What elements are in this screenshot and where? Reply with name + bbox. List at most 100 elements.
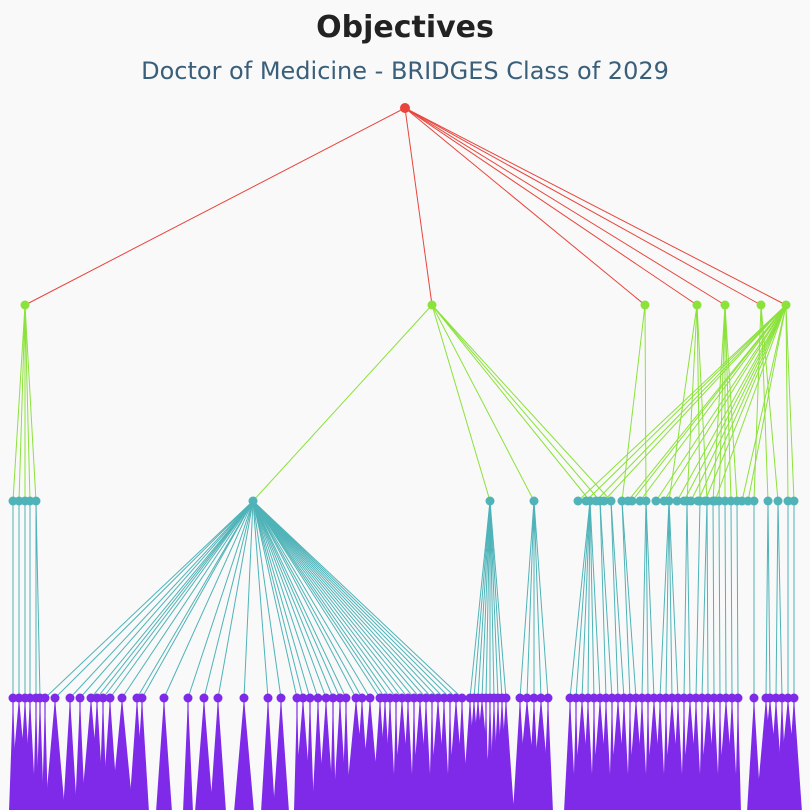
level3-objective-node[interactable] xyxy=(213,693,223,703)
edge-level2-to-level3 xyxy=(102,500,254,699)
level3-objective-node[interactable] xyxy=(305,693,315,703)
edge-level2-to-level3 xyxy=(252,500,304,699)
edge-level2-to-level3 xyxy=(477,500,491,699)
edge-level2-to-level3 xyxy=(589,500,601,699)
level3-objective-node[interactable] xyxy=(789,693,799,703)
edge-level2-to-level3 xyxy=(777,500,783,699)
level3-objective-node[interactable] xyxy=(98,693,108,703)
level3-objective-node[interactable] xyxy=(65,693,75,703)
level2-objective-node[interactable] xyxy=(773,496,783,506)
level2-objective-node[interactable] xyxy=(248,496,258,506)
edge-level2-to-level3 xyxy=(252,500,357,699)
level3-objective-node[interactable] xyxy=(515,693,525,703)
level2-objective-node[interactable] xyxy=(485,496,495,506)
level2-objective-node[interactable] xyxy=(581,496,591,506)
edge-level2-to-level3 xyxy=(252,500,327,699)
level2-objective-node[interactable] xyxy=(31,496,41,506)
level2-objective-node[interactable] xyxy=(737,496,747,506)
level3-objective-node[interactable] xyxy=(501,693,511,703)
level2-objective-node[interactable] xyxy=(529,496,539,506)
level3-objective-node[interactable] xyxy=(298,693,308,703)
edge-level1-to-level2 xyxy=(431,304,601,502)
level1-objective-node[interactable] xyxy=(720,300,730,310)
edge-root-to-level1 xyxy=(24,107,406,306)
level2-objective-node[interactable] xyxy=(599,496,609,506)
edge-level2-to-level3 xyxy=(252,500,341,699)
level2-objective-node[interactable] xyxy=(623,496,633,506)
edge-level2-to-level3 xyxy=(683,500,688,699)
level3-objective-node[interactable] xyxy=(75,693,85,703)
level1-objective-node[interactable] xyxy=(640,300,650,310)
edge-level1-to-level2 xyxy=(724,304,732,502)
edge-level1-to-level2 xyxy=(683,304,787,502)
level3-objective-node[interactable] xyxy=(733,693,743,703)
level3-objective-node[interactable] xyxy=(321,693,331,703)
edge-level2-to-level3 xyxy=(121,500,254,699)
edge-level2-to-level3 xyxy=(736,500,739,699)
level3-objective-node[interactable] xyxy=(536,693,546,703)
edge-level2-to-level3 xyxy=(473,500,491,699)
level2-objective-node[interactable] xyxy=(686,496,696,506)
level2-objective-node[interactable] xyxy=(591,496,601,506)
level3-objective-node[interactable] xyxy=(522,693,532,703)
edge-level2-to-level3 xyxy=(252,500,391,699)
level3-objective-node[interactable] xyxy=(117,693,127,703)
level1-objective-node[interactable] xyxy=(781,300,791,310)
edge-level2-to-level3 xyxy=(35,500,41,699)
level3-objective-node[interactable] xyxy=(313,693,323,703)
level3-objective-node[interactable] xyxy=(276,693,286,703)
edge-level2-to-level3 xyxy=(252,500,282,699)
edge-level1-to-level2 xyxy=(785,304,789,502)
level3-objective-node[interactable] xyxy=(457,693,467,703)
edge-level1-to-level2 xyxy=(24,304,31,502)
level2-objective-node[interactable] xyxy=(700,496,710,506)
level2-objective-node[interactable] xyxy=(659,496,669,506)
level2-objective-node[interactable] xyxy=(573,496,583,506)
level3-objective-node[interactable] xyxy=(749,693,759,703)
level3-objective-node[interactable] xyxy=(40,693,50,703)
level3-objective-node[interactable] xyxy=(159,693,169,703)
level3-objective-node[interactable] xyxy=(357,693,367,703)
level1-objective-node[interactable] xyxy=(692,300,702,310)
level2-objective-node[interactable] xyxy=(606,496,616,506)
level3-objective-node[interactable] xyxy=(50,693,60,703)
level3-objective-node[interactable] xyxy=(263,693,273,703)
edge-level1-to-level2 xyxy=(644,304,647,502)
edge-level1-to-level2 xyxy=(668,304,698,502)
level3-objective-node[interactable] xyxy=(341,693,351,703)
edge-level1-to-level2 xyxy=(747,304,787,502)
level3-objective-node[interactable] xyxy=(365,693,375,703)
edge-level1-to-level2 xyxy=(603,304,787,502)
edge-level2-to-level3 xyxy=(659,500,670,699)
level2-objective-node[interactable] xyxy=(679,496,689,506)
level3-objective-node[interactable] xyxy=(137,693,147,703)
level2-objective-node[interactable] xyxy=(651,496,661,506)
edge-level2-to-level3 xyxy=(489,500,499,699)
edge-level2-to-level3 xyxy=(79,500,254,699)
edge-level1-to-level2 xyxy=(690,304,787,502)
level2-objective-node[interactable] xyxy=(763,496,773,506)
edge-level2-to-level3 xyxy=(252,500,347,699)
level3-objective-node[interactable] xyxy=(328,693,338,703)
level3-objective-node[interactable] xyxy=(239,693,249,703)
edge-level1-to-level2 xyxy=(639,304,787,502)
level2-objective-node[interactable] xyxy=(693,496,703,506)
level1-objective-node[interactable] xyxy=(427,300,437,310)
level2-objective-node[interactable] xyxy=(635,496,645,506)
level2-objective-node[interactable] xyxy=(672,496,682,506)
level3-objective-node[interactable] xyxy=(199,693,209,703)
edge-root-to-level1 xyxy=(404,107,762,306)
level3-objective-node[interactable] xyxy=(529,693,539,703)
level3-objective-node[interactable] xyxy=(105,693,115,703)
level3-objective-node[interactable] xyxy=(543,693,553,703)
level3-objective-node[interactable] xyxy=(183,693,193,703)
edge-level1-to-level2 xyxy=(718,304,726,502)
level2-objective-node[interactable] xyxy=(710,496,720,506)
edge-level1-to-level2 xyxy=(621,304,646,502)
edge-level2-to-level3 xyxy=(641,500,647,699)
edge-level2-to-level3 xyxy=(141,500,254,699)
level1-objective-node[interactable] xyxy=(20,300,30,310)
level2-objective-node[interactable] xyxy=(789,496,799,506)
root-objective-node[interactable] xyxy=(400,103,410,113)
level1-objective-node[interactable] xyxy=(756,300,766,310)
